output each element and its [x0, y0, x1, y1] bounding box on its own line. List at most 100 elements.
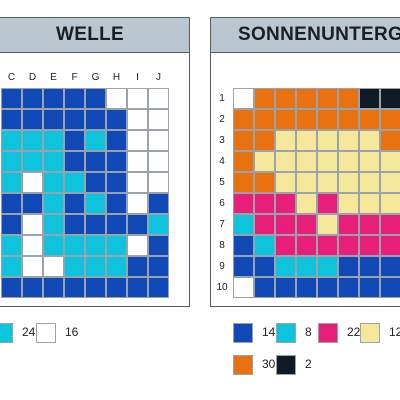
grid-cell[interactable] [254, 151, 275, 172]
grid-cell[interactable] [296, 130, 317, 151]
grid-cell[interactable] [254, 130, 275, 151]
grid-cell[interactable] [380, 256, 400, 277]
grid-cell[interactable] [22, 277, 43, 298]
grid-cell[interactable] [64, 277, 85, 298]
grid-cell[interactable] [106, 172, 127, 193]
grid-cell[interactable] [22, 172, 43, 193]
grid-cell[interactable] [148, 193, 169, 214]
grid-cell[interactable] [254, 235, 275, 256]
grid-cell[interactable] [64, 109, 85, 130]
grid-cell[interactable] [85, 130, 106, 151]
grid-cell[interactable] [233, 277, 254, 298]
grid-cell[interactable] [359, 88, 380, 109]
grid-cell[interactable] [106, 277, 127, 298]
grid-cell[interactable] [275, 256, 296, 277]
grid-cell[interactable] [22, 109, 43, 130]
grid-cell[interactable] [64, 214, 85, 235]
grid-cell[interactable] [359, 109, 380, 130]
grid-cell[interactable] [43, 151, 64, 172]
grid-cell[interactable] [127, 277, 148, 298]
grid-cell[interactable] [85, 151, 106, 172]
grid-cell[interactable] [233, 193, 254, 214]
grid-cell[interactable] [1, 235, 22, 256]
grid-cell[interactable] [148, 235, 169, 256]
grid-cell[interactable] [148, 214, 169, 235]
grid-cell[interactable] [317, 214, 338, 235]
grid-cell[interactable] [22, 256, 43, 277]
grid-cell[interactable] [85, 172, 106, 193]
grid-cell[interactable] [338, 172, 359, 193]
grid-cell[interactable] [43, 214, 64, 235]
grid-cell[interactable] [359, 235, 380, 256]
grid-cell[interactable] [85, 235, 106, 256]
grid-cell[interactable] [1, 130, 22, 151]
grid-cell[interactable] [317, 88, 338, 109]
grid-cell[interactable] [85, 214, 106, 235]
grid-cell[interactable] [106, 130, 127, 151]
grid-cell[interactable] [106, 214, 127, 235]
grid-cell[interactable] [64, 193, 85, 214]
grid-cell[interactable] [127, 109, 148, 130]
grid-cell[interactable] [22, 235, 43, 256]
grid-cell[interactable] [148, 277, 169, 298]
grid-cell[interactable] [233, 109, 254, 130]
grid-cell[interactable] [359, 256, 380, 277]
grid-cell[interactable] [338, 214, 359, 235]
grid-cell[interactable] [296, 88, 317, 109]
grid-cell[interactable] [148, 256, 169, 277]
grid-cell[interactable] [233, 235, 254, 256]
grid-cell[interactable] [43, 130, 64, 151]
grid-cell[interactable] [359, 277, 380, 298]
grid-cell[interactable] [296, 109, 317, 130]
grid-cell[interactable] [275, 109, 296, 130]
grid-cell[interactable] [338, 256, 359, 277]
grid-cell[interactable] [338, 130, 359, 151]
grid-cell[interactable] [233, 88, 254, 109]
grid-cell[interactable] [43, 172, 64, 193]
grid-cell[interactable] [380, 109, 400, 130]
grid-cell[interactable] [317, 235, 338, 256]
grid-cell[interactable] [275, 193, 296, 214]
grid-cell[interactable] [380, 130, 400, 151]
grid-cell[interactable] [148, 88, 169, 109]
grid-cell[interactable] [254, 214, 275, 235]
grid-cell[interactable] [1, 88, 22, 109]
grid-cell[interactable] [275, 88, 296, 109]
grid-cell[interactable] [359, 214, 380, 235]
grid-cell[interactable] [233, 151, 254, 172]
grid-cell[interactable] [106, 256, 127, 277]
grid-cell[interactable] [317, 193, 338, 214]
grid-cell[interactable] [296, 172, 317, 193]
grid-cell[interactable] [148, 151, 169, 172]
grid-cell[interactable] [22, 151, 43, 172]
grid-cell[interactable] [64, 256, 85, 277]
grid-cell[interactable] [85, 88, 106, 109]
grid-cell[interactable] [317, 256, 338, 277]
grid-cell[interactable] [64, 172, 85, 193]
grid-cell[interactable] [254, 172, 275, 193]
grid-cell[interactable] [233, 214, 254, 235]
grid-cell[interactable] [106, 88, 127, 109]
grid-cell[interactable] [1, 151, 22, 172]
grid-cell[interactable] [85, 109, 106, 130]
grid-cell[interactable] [106, 193, 127, 214]
grid-cell[interactable] [359, 172, 380, 193]
grid-cell[interactable] [275, 235, 296, 256]
grid-cell[interactable] [127, 235, 148, 256]
grid-cell[interactable] [338, 235, 359, 256]
grid-cell[interactable] [127, 256, 148, 277]
grid-cell[interactable] [1, 172, 22, 193]
grid-cell[interactable] [22, 214, 43, 235]
grid-cell[interactable] [338, 193, 359, 214]
grid-cell[interactable] [43, 88, 64, 109]
grid-cell[interactable] [380, 88, 400, 109]
grid-cell[interactable] [127, 151, 148, 172]
grid-cell[interactable] [43, 256, 64, 277]
grid-cell[interactable] [275, 214, 296, 235]
grid-cell[interactable] [148, 172, 169, 193]
grid-cell[interactable] [275, 130, 296, 151]
grid-cell[interactable] [106, 109, 127, 130]
grid-cell[interactable] [380, 214, 400, 235]
grid-cell[interactable] [64, 88, 85, 109]
grid-cell[interactable] [254, 193, 275, 214]
